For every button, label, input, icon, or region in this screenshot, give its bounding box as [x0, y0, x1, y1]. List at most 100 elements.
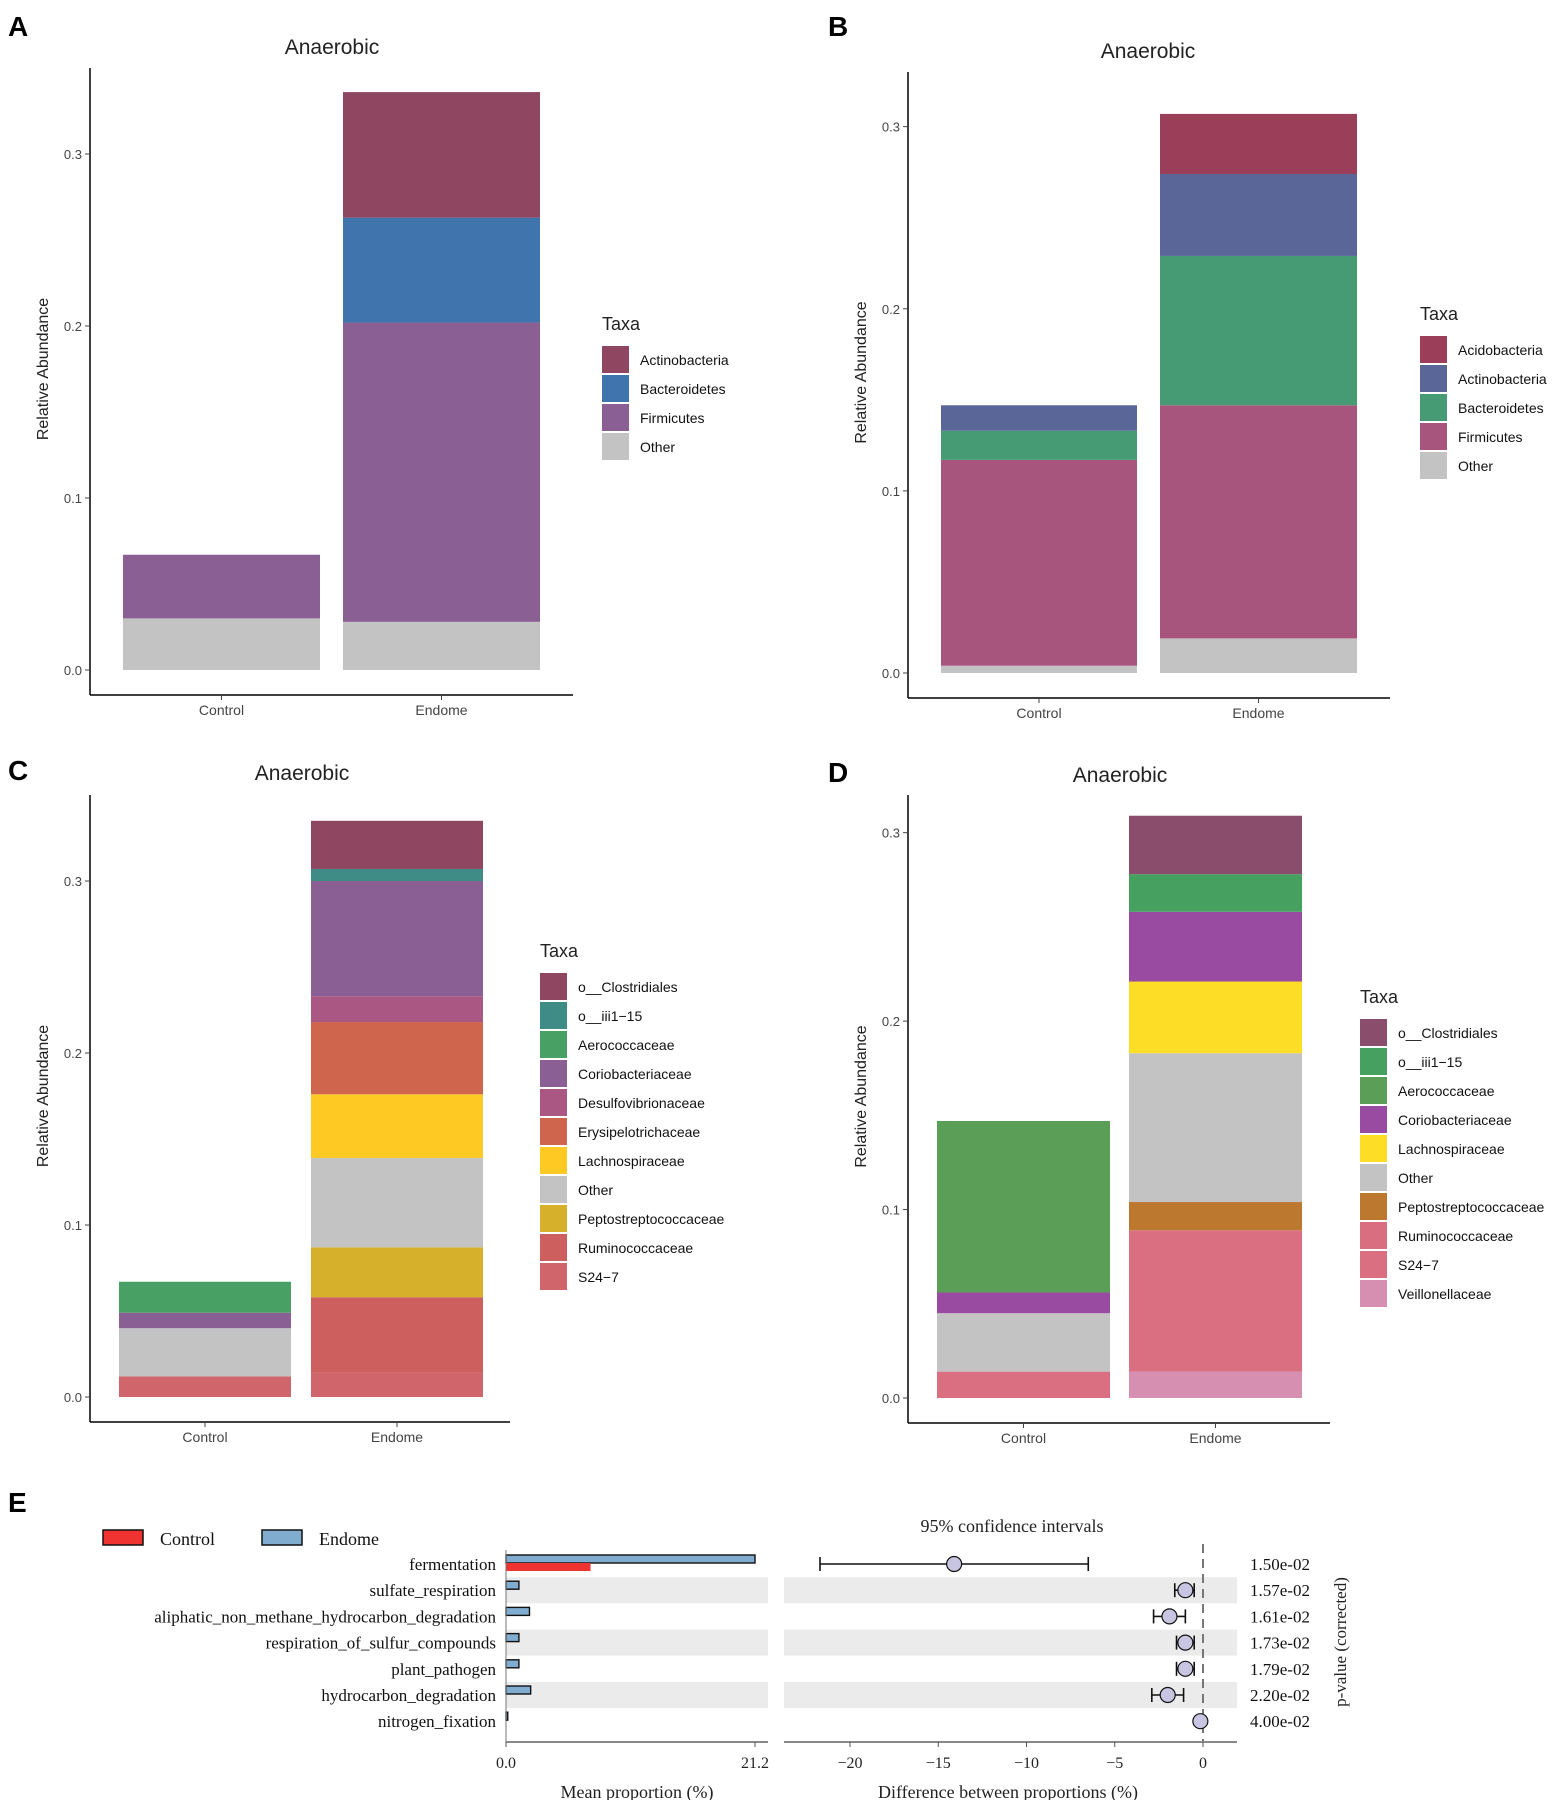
legend-label-aerococcaceae: Aerococcaceae [1398, 1083, 1495, 1099]
p-value-plant-pathogen: 1.79e-02 [1250, 1660, 1310, 1679]
x-tick-label-control: Control [182, 1429, 227, 1445]
mean-x-tick-label: 0.0 [496, 1755, 516, 1772]
bar-segment-endome-firmicutes [343, 322, 540, 622]
legend-label-other: Other [1458, 458, 1493, 474]
bar-segment-control-firmicutes [941, 459, 1137, 666]
diff-x-tick-label: 0 [1199, 1755, 1207, 1772]
x-tick-label-control: Control [1001, 1430, 1046, 1446]
legend-swatch-o-iii1-15 [540, 1002, 567, 1029]
legend-swatch-veillonellaceae [1360, 1280, 1387, 1307]
diff-x-tick-label: −5 [1106, 1755, 1123, 1772]
row-band-left [506, 1577, 768, 1604]
p-value-nitrogen-fixation: 4.00e-02 [1250, 1712, 1310, 1731]
x-tick-label-endome: Endome [371, 1429, 423, 1445]
legend-title: Taxa [602, 314, 641, 334]
bar-segment-control-other [119, 1328, 291, 1377]
legend-label-other: Other [640, 439, 675, 455]
y-tick-label: 0.3 [64, 147, 82, 162]
y-tick-label: 0.1 [882, 484, 900, 499]
diff-point-plant-pathogen [1177, 1660, 1194, 1677]
bar-segment-control-bacteroidetes [941, 430, 1137, 460]
legend-label-o-iii1-15: o__iii1−15 [1398, 1054, 1462, 1070]
bar-segment-endome-coriobacteriaceae [311, 881, 483, 997]
y-tick-label: 0.0 [882, 1391, 900, 1406]
bar-endome-hydrocarbon-degradation [505, 1685, 532, 1695]
bar-segment-endome-actinobacteria [1160, 173, 1357, 256]
y-tick-label: 0.2 [64, 1046, 82, 1061]
legend-label-s24-7: S24−7 [578, 1269, 619, 1285]
legend-swatch-erysipelotrichaceae [540, 1118, 567, 1145]
feature-label-respiration-of-sulfur-compounds: respiration_of_sulfur_compounds [266, 1634, 496, 1653]
legend-label-coriobacteriaceae: Coriobacteriaceae [578, 1066, 692, 1082]
chart-title: Anaerobic [1073, 764, 1168, 787]
legend-swatch-o-clostridiales [1360, 1019, 1387, 1046]
legend-label-other: Other [1398, 1170, 1433, 1186]
x-tick-label-control: Control [1016, 705, 1061, 721]
diff-point-fermentation [946, 1555, 963, 1573]
legend-title: Taxa [1360, 987, 1399, 1007]
diff-point-respiration-of-sulfur-compounds [1177, 1634, 1194, 1651]
bar-segment-endome-lachnospiraceae [311, 1094, 483, 1158]
chart-title: Anaerobic [255, 762, 350, 785]
bar-segment-endome-o-iii1-15 [1129, 874, 1302, 912]
legend-swatch-actinobacteria [1420, 365, 1447, 392]
bar-segment-control-s24-7 [119, 1376, 291, 1397]
bar-endome-sulfate-respiration [505, 1580, 520, 1590]
bar-segment-control-firmicutes [123, 554, 320, 619]
chart-title: Anaerobic [1101, 40, 1196, 63]
y-axis-label: Relative Abundance [35, 1025, 52, 1167]
y-tick-label: 0.0 [882, 666, 900, 681]
legend-label-acidobacteria: Acidobacteria [1458, 342, 1543, 358]
y-tick-label: 0.3 [882, 826, 900, 841]
panel-c: C Anaerobic 0.0 0.1 0.2 0.3 Relative Abundance… [8, 755, 725, 1445]
panel-label-d: D [828, 757, 848, 788]
bar-segment-control-coriobacteriaceae [937, 1292, 1110, 1314]
x-tick-label-control: Control [199, 702, 244, 718]
legend-label-bacteroidetes: Bacteroidetes [640, 381, 726, 397]
bar-segment-control-other [937, 1313, 1110, 1372]
legend-swatch-actinobacteria [602, 346, 629, 373]
y-tick-label: 0.3 [882, 120, 900, 135]
y-axis-label: Relative Abundance [853, 1025, 870, 1167]
diff-point-aliphatic-non-methane-hydrocarbon-degradation [1161, 1608, 1178, 1625]
bar-segment-endome-s24-7 [1129, 1230, 1302, 1372]
mean-x-tick-label: 21.2 [741, 1755, 769, 1772]
legend-label-ruminococcaceae: Ruminococcaceae [578, 1240, 693, 1256]
legend-label-erysipelotrichaceae: Erysipelotrichaceae [578, 1124, 700, 1140]
legend-label-o-clostridiales: o__Clostridiales [1398, 1025, 1498, 1041]
legend-swatch-lachnospiraceae [1360, 1135, 1387, 1162]
legend-swatch-ruminococcaceae [540, 1234, 567, 1261]
row-band-right [784, 1577, 1237, 1604]
bar-segment-control-other [941, 665, 1137, 673]
bar-segment-control-s24-7 [937, 1371, 1110, 1398]
legend-swatch-coriobacteriaceae [540, 1060, 567, 1087]
feature-label-hydrocarbon-degradation: hydrocarbon_degradation [321, 1686, 496, 1705]
y-tick-label: 0.1 [882, 1203, 900, 1218]
feature-label-nitrogen-fixation: nitrogen_fixation [378, 1712, 497, 1731]
legend-swatch-ruminococcaceae [1360, 1222, 1387, 1249]
y-axis-label: Relative Abundance [35, 298, 52, 440]
legend-label-endome: Endome [319, 1529, 379, 1549]
legend-label-bacteroidetes: Bacteroidetes [1458, 400, 1544, 416]
row-band-right [784, 1629, 1237, 1656]
legend-label-veillonellaceae: Veillonellaceae [1398, 1286, 1492, 1302]
legend-label-s24-7: S24−7 [1398, 1257, 1439, 1273]
diff-x-tick-label: −15 [926, 1755, 951, 1772]
diff-point-sulfate-respiration [1177, 1582, 1194, 1599]
bar-segment-endome-coriobacteriaceae [1129, 911, 1302, 982]
panel-label-c: C [8, 755, 28, 786]
y-tick-label: 0.2 [882, 302, 900, 317]
mean-x-axis-label: Mean proportion (%) [561, 1782, 714, 1800]
x-tick-label-endome: Endome [1189, 1430, 1241, 1446]
legend-swatch-coriobacteriaceae [1360, 1106, 1387, 1133]
legend-swatch-s24-7 [540, 1263, 567, 1290]
bar-segment-control-aerococcaceae [937, 1120, 1110, 1293]
bar-segment-endome-firmicutes [1160, 405, 1357, 639]
bar-segment-endome-o-clostridiales [1129, 815, 1302, 875]
legend-swatch-firmicutes [1420, 423, 1447, 450]
p-value-hydrocarbon-degradation: 2.20e-02 [1250, 1686, 1310, 1705]
y-tick-label: 0.2 [882, 1014, 900, 1029]
bar-segment-endome-other [1129, 1053, 1302, 1203]
y-tick-label: 0.0 [64, 663, 82, 678]
